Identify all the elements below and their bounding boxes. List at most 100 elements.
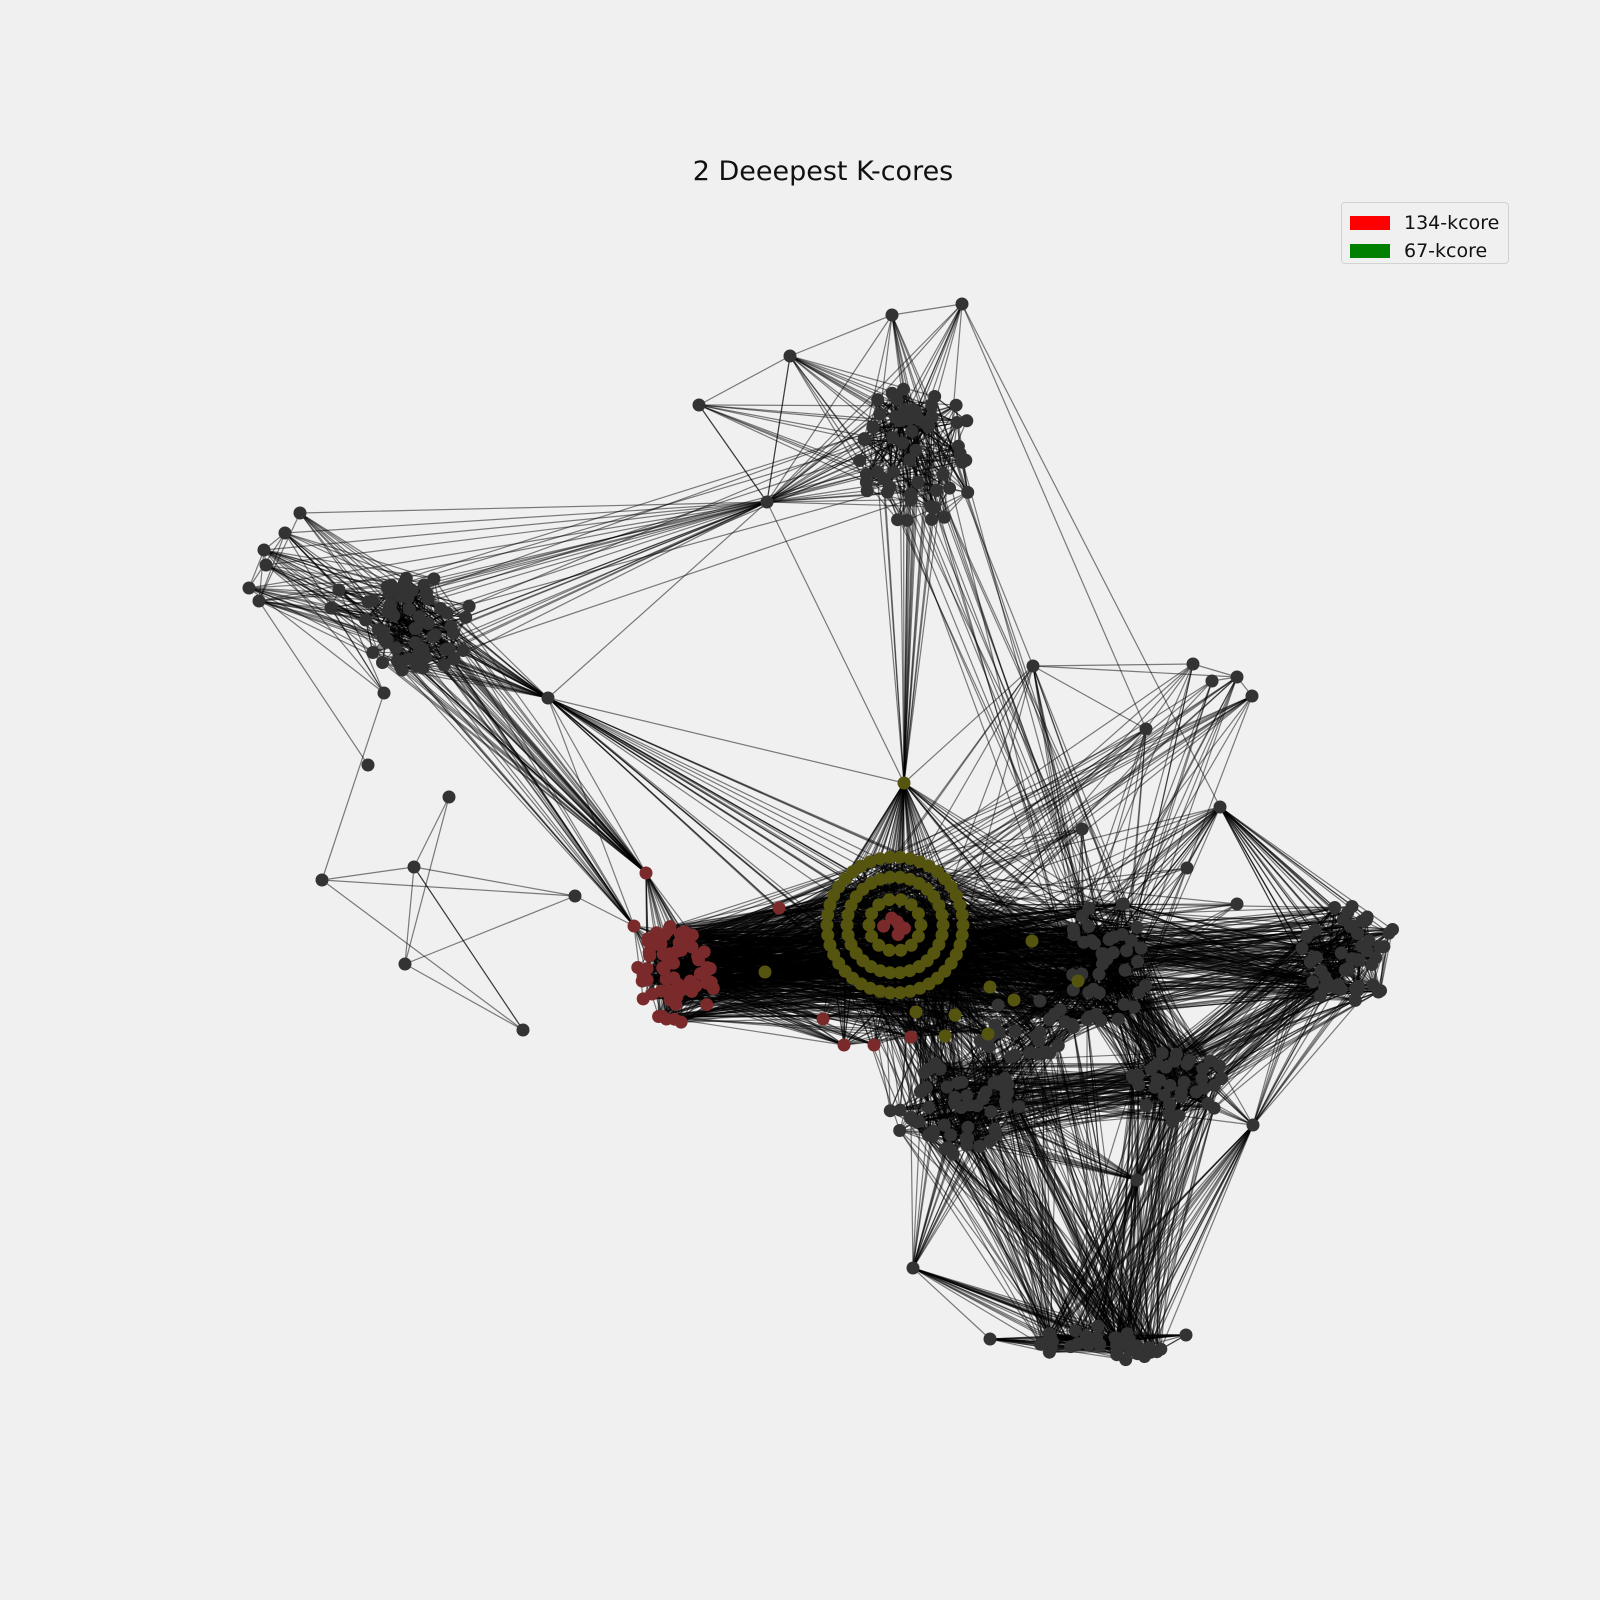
graph-edge: [1136, 927, 1215, 1086]
graph-node: [928, 390, 942, 403]
graph-edge: [1219, 806, 1314, 983]
graph-edge: [956, 867, 1188, 897]
graph-edge: [989, 941, 1084, 988]
graph-edge: [404, 895, 576, 965]
graph-edge: [1083, 806, 1221, 943]
graph-edge: [789, 355, 935, 398]
graph-node: [903, 453, 917, 467]
graph-edge: [860, 782, 905, 867]
graph-edge: [258, 600, 397, 649]
graph-edge: [1192, 663, 1238, 678]
node-134kcore: [640, 962, 654, 976]
graph-edge: [1048, 1082, 1185, 1353]
graph-edge: [912, 1267, 991, 1340]
graph-node: [929, 484, 943, 497]
graph-edge: [766, 501, 905, 784]
graph-edge: [959, 904, 1015, 1001]
graph-edge: [1150, 1068, 1254, 1126]
graph-edge: [879, 728, 1147, 880]
graph-edge: [838, 886, 989, 1035]
graph-node: [401, 652, 415, 666]
graph-edge: [413, 796, 450, 868]
graph-edge: [893, 472, 1128, 951]
graph-node: [427, 572, 441, 586]
graph-edge: [1032, 663, 1194, 667]
graph-edge: [258, 512, 301, 602]
graph-edge: [985, 1046, 990, 1093]
graph-edge: [669, 926, 917, 1013]
graph-edge: [388, 592, 635, 927]
graph-edge: [1088, 806, 1221, 909]
graph-edge: [789, 355, 861, 461]
graph-edge: [547, 697, 862, 867]
graph-node: [447, 652, 461, 666]
graph-edge: [893, 472, 1100, 975]
graph-edge: [1169, 952, 1342, 1086]
graph-edge: [766, 355, 791, 503]
graph-edge: [944, 878, 1075, 936]
graph-node: [925, 410, 939, 424]
graph-edge: [1073, 806, 1221, 930]
graph-edge: [870, 782, 905, 884]
graph-edge: [1157, 947, 1303, 1065]
graph-edge: [547, 697, 938, 873]
graph-edge: [1051, 1063, 1159, 1342]
graph-edge: [959, 904, 1079, 982]
graph-edge: [681, 986, 917, 1013]
graph-edge: [547, 697, 828, 926]
graph-edge: [284, 532, 435, 580]
graph-edge: [1219, 806, 1393, 930]
graph-edge: [1101, 695, 1253, 954]
graph-edge: [1128, 1060, 1212, 1340]
graph-edge: [872, 427, 905, 784]
graph-edge: [674, 1011, 917, 1020]
node-134kcore: [668, 1012, 681, 1026]
graph-node: [961, 485, 975, 499]
graph-edge: [321, 879, 576, 897]
graph-edge: [1157, 981, 1328, 1065]
graph-node: [943, 481, 956, 495]
graph-edge: [683, 907, 780, 933]
graph-edge: [889, 940, 1033, 994]
graph-edge: [263, 501, 768, 551]
graph-edge: [248, 549, 265, 589]
graph-node: [860, 468, 873, 481]
graph-node: [909, 443, 923, 457]
graph-edge: [945, 1148, 1131, 1351]
graph-edge: [843, 1003, 1125, 1046]
graph-edge: [1143, 1115, 1180, 1357]
graph-edge: [789, 314, 893, 357]
graph-node: [380, 633, 394, 647]
graph-node: [447, 626, 460, 640]
graph-edge: [1219, 806, 1360, 987]
graph-edge: [258, 600, 369, 766]
graph-node: [395, 663, 409, 677]
graph-node: [937, 510, 951, 524]
graph-edge: [1028, 1052, 1130, 1340]
graph-edge: [899, 1130, 1138, 1355]
graph-node: [366, 646, 380, 659]
graph-node: [853, 454, 867, 467]
graph-edge: [418, 420, 968, 654]
graph-edge: [1156, 1053, 1163, 1352]
graph-edge: [547, 697, 840, 964]
graph-node: [887, 465, 901, 479]
graph-edge: [944, 974, 1073, 1037]
graph-edge: [912, 1267, 1041, 1345]
graph-edge: [1028, 1052, 1051, 1339]
graph-edge: [413, 866, 576, 897]
graph-edge: [876, 471, 1095, 944]
graph-edge: [422, 667, 635, 927]
graph-edge: [1143, 1124, 1254, 1357]
graph-edge: [915, 904, 961, 1013]
graph-node: [928, 501, 942, 515]
graph-edge: [1088, 695, 1253, 909]
graph-edge: [1095, 903, 1238, 1015]
graph-edge: [1100, 676, 1238, 1021]
graph-edge: [425, 592, 635, 927]
graph-edge: [645, 872, 657, 933]
graph-node: [896, 436, 910, 450]
graph-node: [891, 513, 905, 527]
graph-edge: [1213, 989, 1358, 1109]
graph-edge: [1141, 932, 1389, 949]
